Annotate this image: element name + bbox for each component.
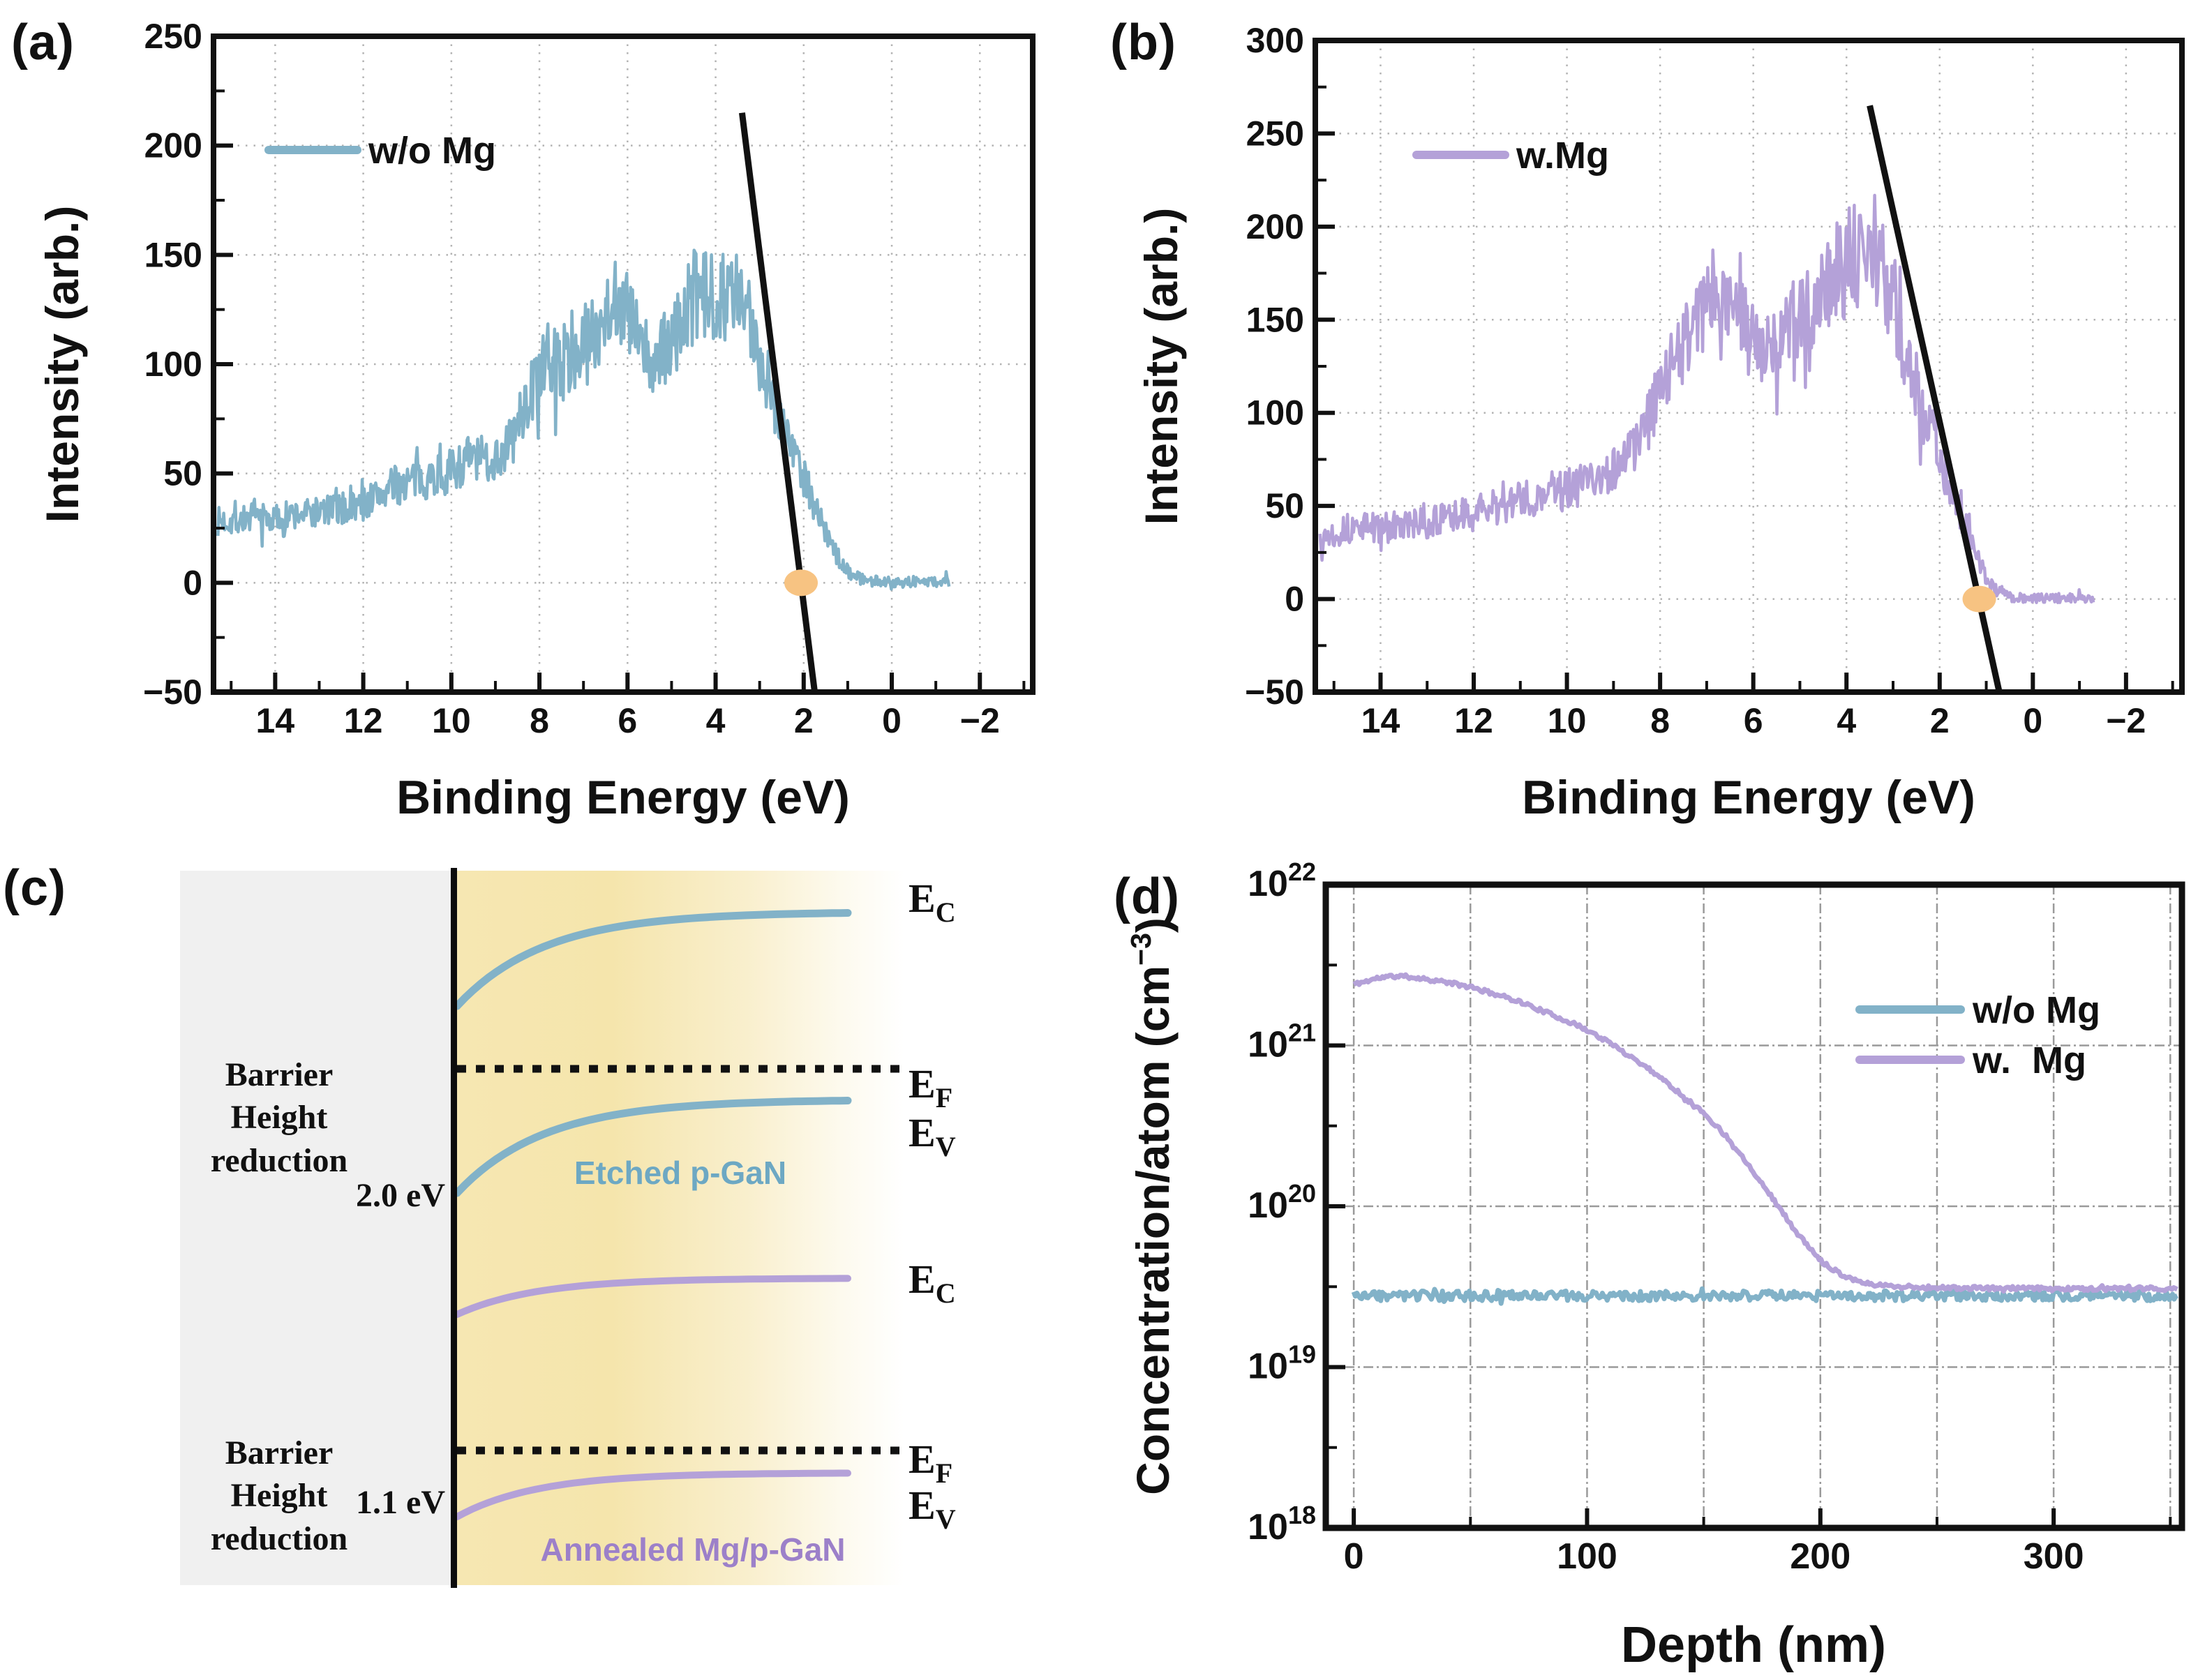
svg-text:1020: 1020 <box>1248 1179 1316 1226</box>
svg-text:300: 300 <box>2024 1536 2084 1577</box>
barrier-line-3: reduction <box>210 1141 348 1179</box>
band-diagram-panel: Barrier Height reduction Barrier Height … <box>0 840 1099 1680</box>
svg-text:12: 12 <box>344 701 383 740</box>
fermi-level-label-bottom: EF <box>909 1437 953 1489</box>
svg-text:w. Mg: w. Mg <box>1972 1040 2086 1081</box>
svg-text:1019: 1019 <box>1248 1340 1316 1387</box>
barrier-line-1: Barrier <box>225 1056 334 1093</box>
svg-text:Depth (nm): Depth (nm) <box>1621 1617 1886 1673</box>
svg-text:300: 300 <box>1246 21 1304 60</box>
barrier-line-2: Height <box>230 1477 328 1515</box>
svg-text:0: 0 <box>183 563 202 602</box>
svg-text:14: 14 <box>256 701 295 740</box>
svg-text:200: 200 <box>1246 207 1304 246</box>
barrier-value-top: 2.0 eV <box>356 1177 445 1214</box>
svg-text:8: 8 <box>530 701 549 740</box>
barrier-height-reduction-label-top: Barrier Height reduction <box>183 1053 375 1182</box>
svg-text:0: 0 <box>882 701 902 740</box>
region-label-annealed: Annealed Mg/p-GaN <box>540 1531 846 1568</box>
svg-text:50: 50 <box>163 454 202 493</box>
svg-text:200: 200 <box>144 126 202 165</box>
svg-text:6: 6 <box>1744 701 1763 740</box>
svg-text:200: 200 <box>1790 1536 1851 1577</box>
svg-text:1022: 1022 <box>1248 857 1316 904</box>
svg-text:−2: −2 <box>960 701 1000 740</box>
panel-letter-c: (c) <box>3 860 66 916</box>
barrier-line-1: Barrier <box>225 1434 334 1471</box>
svg-text:250: 250 <box>144 17 202 56</box>
conduction-band-label-top: EC <box>909 876 956 928</box>
svg-text:−2: −2 <box>2106 701 2146 740</box>
svg-text:−50: −50 <box>1245 673 1304 712</box>
svg-text:14: 14 <box>1361 701 1400 740</box>
svg-text:1018: 1018 <box>1248 1501 1316 1547</box>
svg-text:150: 150 <box>144 235 202 274</box>
svg-text:w.Mg: w.Mg <box>1516 135 1609 177</box>
xps-chart-without-mg: 14 12 10 8 6 4 2 0 −2 −50 0 50 100 150 200 250 Binding E… <box>36 17 1036 824</box>
fermi-level-label-top: EF <box>909 1061 953 1113</box>
valence-band-label-top: EV <box>909 1110 956 1162</box>
svg-text:Concentration/atom (cm−3): Concentration/atom (cm−3) <box>1125 917 1179 1495</box>
svg-text:2: 2 <box>794 701 814 740</box>
svg-text:1021: 1021 <box>1248 1019 1316 1065</box>
svg-text:6: 6 <box>618 701 637 740</box>
svg-text:10: 10 <box>432 701 471 740</box>
valence-band-label-bottom: EV <box>909 1483 956 1535</box>
conduction-band-label-bottom: EC <box>909 1257 956 1309</box>
svg-text:0: 0 <box>1344 1536 1364 1577</box>
panel-letter-a: (a) <box>11 15 75 70</box>
semiconductor-region-bottom <box>454 1244 904 1585</box>
svg-text:Binding Energy (eV): Binding Energy (eV) <box>396 771 850 824</box>
semiconductor-region-top <box>454 871 904 1282</box>
interface-line-top <box>451 868 457 1285</box>
svg-text:10: 10 <box>1548 701 1587 740</box>
barrier-region-box-bottom <box>180 1244 454 1585</box>
svg-text:w/o Mg: w/o Mg <box>368 130 496 172</box>
band-curves-canvas <box>453 909 902 1520</box>
svg-text:−50: −50 <box>143 673 202 712</box>
panel-letter-b: (b) <box>1110 15 1176 70</box>
svg-text:4: 4 <box>1837 701 1856 740</box>
svg-text:150: 150 <box>1246 300 1304 339</box>
svg-text:50: 50 <box>1265 486 1304 525</box>
barrier-region-box-top <box>180 871 454 1282</box>
svg-text:0: 0 <box>1285 580 1304 619</box>
xps-chart-with-mg: 14 12 10 8 6 4 2 0 −2 −50 0 50 100 150 200 250 300 Bindin… <box>1135 21 2185 824</box>
svg-text:12: 12 <box>1454 701 1493 740</box>
svg-text:Intensity (arb.): Intensity (arb.) <box>1135 208 1187 525</box>
svg-text:w/o Mg: w/o Mg <box>1972 989 2100 1031</box>
barrier-value-bottom: 1.1 eV <box>356 1484 445 1521</box>
svg-text:Binding Energy (eV): Binding Energy (eV) <box>1522 771 1975 824</box>
svg-text:100: 100 <box>144 345 202 384</box>
interface-line-bottom <box>451 1241 457 1588</box>
svg-text:250: 250 <box>1246 114 1304 153</box>
barrier-line-2: Height <box>230 1099 328 1137</box>
svg-text:100: 100 <box>1557 1536 1617 1577</box>
svg-text:100: 100 <box>1246 393 1304 433</box>
svg-text:0: 0 <box>2023 701 2042 740</box>
svg-text:8: 8 <box>1650 701 1670 740</box>
panel-letter-d: (d) <box>1114 869 1180 924</box>
svg-text:2: 2 <box>1930 701 1950 740</box>
svg-text:4: 4 <box>706 701 726 740</box>
region-label-etched: Etched p-GaN <box>574 1155 787 1191</box>
svg-text:Intensity (arb.): Intensity (arb.) <box>36 206 88 523</box>
sims-depth-profile-chart: 0 100 200 300 1018 1019 1020 1021 1022 Depth (nm)… <box>1125 857 2185 1673</box>
barrier-line-3: reduction <box>210 1520 348 1557</box>
barrier-height-reduction-label-bottom: Barrier Height reduction <box>183 1432 375 1560</box>
